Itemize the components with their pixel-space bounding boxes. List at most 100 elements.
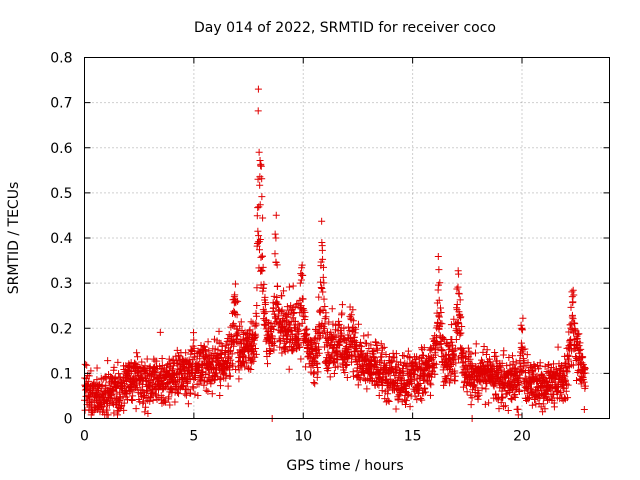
data-point xyxy=(253,212,261,220)
data-point xyxy=(315,293,323,301)
data-point xyxy=(478,384,486,392)
data-point xyxy=(299,295,307,303)
data-point xyxy=(202,386,210,394)
data-point xyxy=(458,323,466,331)
data-point xyxy=(552,365,560,373)
data-point xyxy=(230,293,238,301)
data-point xyxy=(256,157,264,165)
data-point xyxy=(165,393,173,401)
data-point xyxy=(245,365,253,373)
data-point xyxy=(133,349,141,357)
data-point xyxy=(464,344,472,352)
data-point xyxy=(249,357,257,365)
data-point xyxy=(347,351,355,359)
data-point xyxy=(558,362,566,370)
data-point xyxy=(247,318,255,326)
data-point xyxy=(536,359,544,367)
data-point xyxy=(390,353,398,361)
y-tick-label: 0.4 xyxy=(50,231,72,247)
data-point xyxy=(516,360,524,368)
data-point xyxy=(418,396,426,404)
data-point xyxy=(85,377,93,385)
data-point xyxy=(158,354,166,362)
data-point xyxy=(287,327,295,335)
data-point xyxy=(510,392,518,400)
data-point xyxy=(131,359,139,367)
data-point xyxy=(392,405,400,413)
data-point xyxy=(218,342,226,350)
data-point xyxy=(516,374,524,382)
y-tick-labels: 0 0.1 0.2 0.3 0.4 0.5 0.6 0.7 0.8 xyxy=(50,51,72,428)
data-point xyxy=(222,371,230,379)
y-tick-label: 0.8 xyxy=(50,51,72,67)
data-point xyxy=(349,317,357,325)
data-point xyxy=(143,355,151,363)
data-point xyxy=(371,338,379,346)
data-point xyxy=(436,279,444,287)
data-point xyxy=(438,320,446,328)
data-point xyxy=(102,382,110,390)
data-point xyxy=(137,373,145,381)
data-point xyxy=(511,365,519,373)
data-point xyxy=(577,380,585,388)
data-point xyxy=(453,301,461,309)
data-point xyxy=(354,381,362,389)
data-point xyxy=(420,351,428,359)
data-point xyxy=(338,301,346,309)
data-point xyxy=(356,376,364,384)
data-point xyxy=(299,271,307,279)
data-point xyxy=(319,263,327,271)
data-point xyxy=(173,388,181,396)
data-point xyxy=(577,345,585,353)
data-point xyxy=(303,325,311,333)
data-point xyxy=(190,329,198,337)
data-point xyxy=(285,306,293,314)
data-point xyxy=(236,322,244,330)
data-point xyxy=(505,354,513,362)
data-point xyxy=(256,236,264,244)
data-point xyxy=(252,350,260,358)
data-point xyxy=(564,381,572,389)
data-point xyxy=(454,283,462,291)
data-point xyxy=(455,289,463,297)
data-point xyxy=(362,339,370,347)
data-point xyxy=(452,345,460,353)
data-point xyxy=(335,317,343,325)
data-point xyxy=(149,396,157,404)
data-point xyxy=(562,387,570,395)
data-point xyxy=(367,341,375,349)
data-point xyxy=(293,335,301,343)
data-point xyxy=(257,266,265,274)
data-point xyxy=(392,350,400,358)
data-point xyxy=(451,372,459,380)
data-point xyxy=(259,214,267,222)
data-point xyxy=(315,349,323,357)
data-point xyxy=(404,347,412,355)
data-point xyxy=(195,380,203,388)
data-point xyxy=(318,246,326,254)
data-point xyxy=(550,403,558,411)
data-point xyxy=(216,382,224,390)
data-point xyxy=(518,324,526,332)
data-point xyxy=(196,355,204,363)
data-point xyxy=(208,358,216,366)
data-point xyxy=(273,293,281,301)
data-point xyxy=(452,359,460,367)
data-point xyxy=(404,391,412,399)
data-point xyxy=(260,310,268,318)
data-point xyxy=(318,217,326,225)
data-point xyxy=(281,339,289,347)
data-point xyxy=(561,360,569,368)
data-point xyxy=(463,363,471,371)
data-point xyxy=(310,368,318,376)
data-point xyxy=(255,148,263,156)
data-point xyxy=(342,361,350,369)
data-point xyxy=(439,353,447,361)
data-point xyxy=(426,379,434,387)
data-point xyxy=(226,372,234,380)
data-point xyxy=(467,401,475,409)
data-point xyxy=(258,252,266,260)
data-point xyxy=(352,325,360,333)
data-point xyxy=(384,390,392,398)
data-point xyxy=(485,399,493,407)
